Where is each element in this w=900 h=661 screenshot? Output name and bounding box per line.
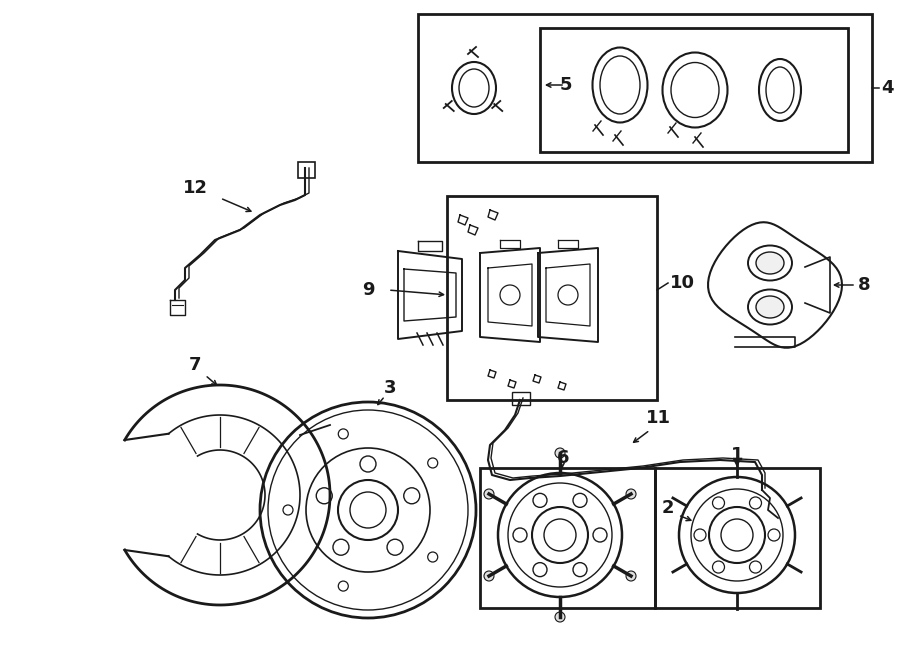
Ellipse shape (756, 296, 784, 318)
Circle shape (626, 489, 636, 499)
Circle shape (484, 571, 494, 581)
Text: 1: 1 (731, 446, 743, 464)
Circle shape (484, 489, 494, 499)
Bar (418, 14, 872, 162)
Ellipse shape (756, 252, 784, 274)
Text: 3: 3 (383, 379, 396, 397)
Circle shape (555, 448, 565, 458)
Circle shape (626, 571, 636, 581)
Bar (540, 28, 848, 152)
Bar (447, 196, 657, 400)
Text: 8: 8 (858, 276, 870, 294)
Text: 11: 11 (645, 409, 670, 427)
Text: 4: 4 (881, 79, 894, 97)
Text: 2: 2 (662, 499, 674, 517)
Text: 9: 9 (363, 281, 375, 299)
Text: 7: 7 (189, 356, 202, 374)
Bar (298, 162, 315, 178)
Circle shape (555, 612, 565, 622)
Text: 10: 10 (670, 274, 695, 292)
Text: 5: 5 (560, 76, 572, 94)
Bar (480, 468, 655, 608)
Bar (512, 392, 530, 405)
Bar (655, 468, 820, 608)
Text: 12: 12 (183, 179, 208, 197)
Text: 6: 6 (557, 449, 569, 467)
